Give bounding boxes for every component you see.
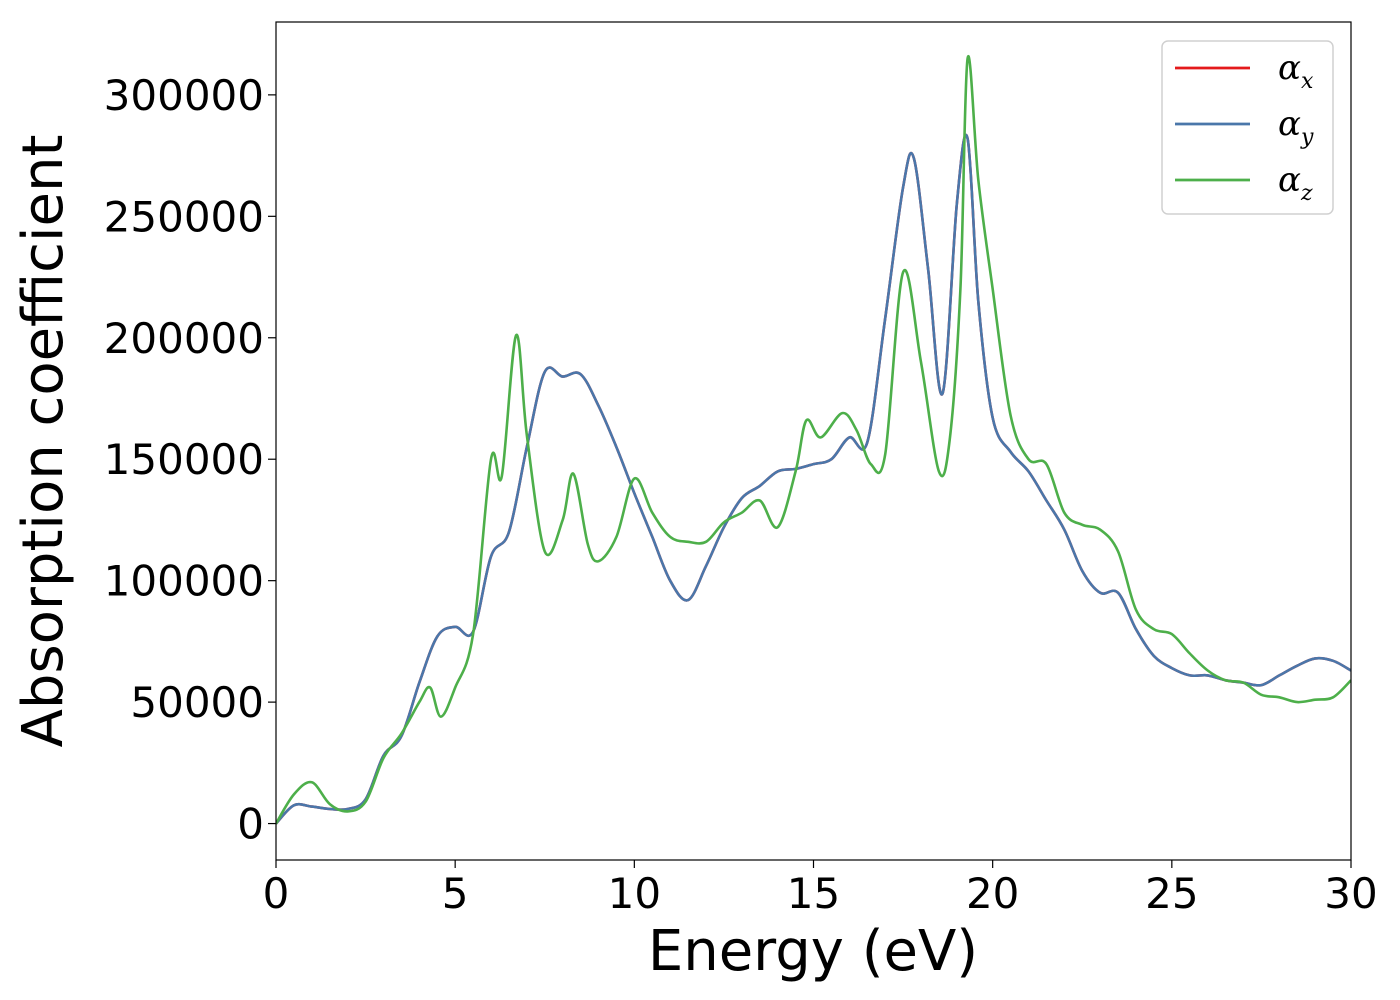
x-tick-label: 30 xyxy=(1324,869,1377,918)
x-tick-label: 20 xyxy=(966,869,1019,918)
series-layer xyxy=(276,54,1351,825)
legend-label-subscript: z xyxy=(1300,181,1313,206)
plot-frame xyxy=(275,21,1352,861)
series-line-z xyxy=(276,54,1351,825)
legend-label-symbol: α xyxy=(1278,104,1301,144)
legend-label-z: αz xyxy=(1278,160,1313,206)
legend-box xyxy=(1161,40,1334,215)
legend-label-subscript: y xyxy=(1300,125,1314,150)
legend-label-y: αy xyxy=(1278,104,1314,150)
x-tick-label: 25 xyxy=(1145,869,1198,918)
x-axis-title: Energy (eV) xyxy=(648,919,978,984)
y-tick-label: 250000 xyxy=(104,192,264,241)
y-tick-label: 100000 xyxy=(104,557,264,606)
legend-label-x: αx xyxy=(1278,48,1314,94)
legend-label-symbol: α xyxy=(1278,160,1301,200)
legend-label-symbol: α xyxy=(1278,48,1301,88)
y-tick-label: 150000 xyxy=(104,435,264,484)
x-tick-label: 5 xyxy=(442,869,469,918)
y-tick-label: 50000 xyxy=(130,678,264,727)
plot-area xyxy=(276,54,1351,825)
x-axis-ticks: 0 5 10 15 20 25 30 xyxy=(263,860,1378,918)
y-tick-label: 300000 xyxy=(104,71,264,120)
y-tick-label: 0 xyxy=(237,800,264,849)
x-tick-label: 0 xyxy=(263,869,290,918)
y-axis-title: Absorption coefficient xyxy=(11,135,76,748)
legend-label-subscript: x xyxy=(1301,69,1314,94)
series-line-y xyxy=(276,133,1351,825)
x-tick-label: 15 xyxy=(787,869,840,918)
series-line-x xyxy=(276,133,1351,825)
y-axis-ticks: 0 50000 100000 150000 200000 250000 300000 xyxy=(104,71,276,849)
x-tick-label: 10 xyxy=(608,869,661,918)
y-tick-label: 200000 xyxy=(104,314,264,363)
